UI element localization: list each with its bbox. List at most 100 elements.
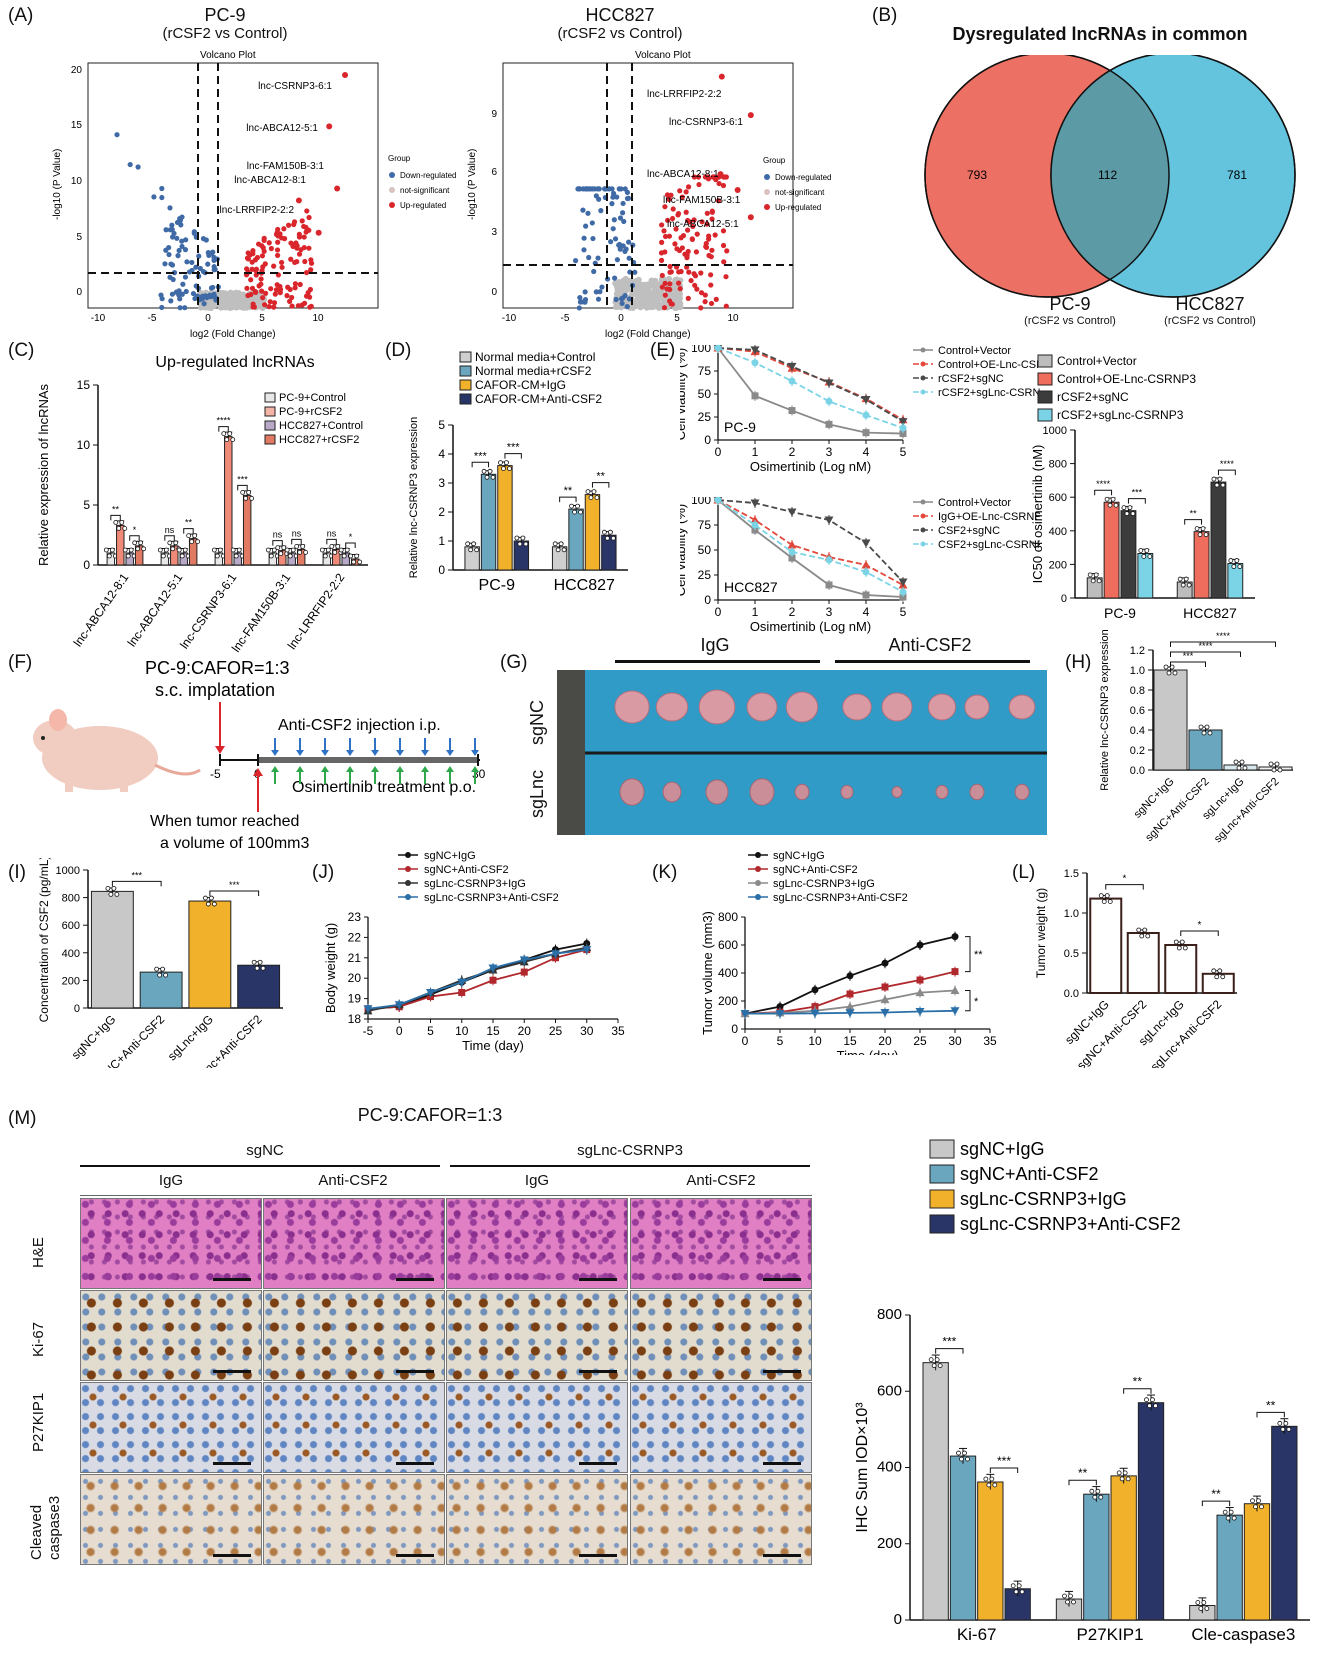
data-point — [348, 553, 354, 559]
volcano-point — [127, 161, 133, 168]
vl-ytick-1: 5 — [76, 232, 82, 243]
y-tick-label: 600 — [877, 1382, 902, 1399]
volcano-point — [709, 216, 715, 222]
data-point — [108, 891, 114, 897]
data-point — [846, 990, 854, 998]
bar — [1210, 481, 1227, 599]
micrograph — [446, 1474, 628, 1565]
bar — [1126, 932, 1160, 994]
volcano-point — [169, 222, 175, 228]
data-point — [1280, 1426, 1286, 1432]
volcano-point — [582, 296, 589, 303]
data-point — [1231, 1515, 1237, 1521]
significance-label: ns — [327, 528, 337, 538]
data-point — [950, 1007, 960, 1016]
volcano-point — [626, 239, 632, 245]
volcano-point — [182, 305, 188, 311]
volcano-point — [586, 254, 592, 261]
x-tick-label: 10 — [808, 1034, 822, 1048]
micrograph — [630, 1474, 812, 1565]
volcano-point — [263, 290, 269, 296]
data-point — [1139, 933, 1145, 939]
data-point — [751, 359, 759, 367]
data-point — [950, 986, 960, 994]
volcano-point — [114, 132, 120, 138]
legend-label: sgNC+IgG — [960, 1139, 1045, 1159]
volcano-point — [197, 265, 203, 272]
scale-bar — [213, 1370, 251, 1373]
volcano-point — [182, 274, 189, 280]
volcano-point — [691, 174, 697, 180]
data-point — [1107, 502, 1113, 508]
m-col-0: IgG — [158, 1172, 184, 1189]
x-tick-label: 1 — [752, 605, 759, 619]
vr-legend-ns: not-significant — [775, 188, 825, 197]
legend-label: CAFOR-CM+Anti-CSF2 — [475, 392, 602, 406]
legend-label: Control+Vector — [938, 345, 1011, 357]
injection-arrow — [396, 750, 404, 756]
volcano-point — [639, 302, 646, 309]
data-point — [163, 547, 169, 553]
volcano-point — [584, 186, 590, 192]
data-point — [186, 533, 192, 539]
volcano-point — [619, 300, 625, 307]
data-point — [303, 549, 309, 555]
vr-label-4: lnc-ABCA12-5:1 — [667, 219, 739, 230]
volcano-point — [721, 259, 727, 265]
volcano-point — [183, 288, 189, 295]
volcano-point — [581, 235, 587, 241]
significance-bracket — [326, 538, 337, 545]
data-point — [230, 437, 236, 442]
tumor — [1008, 694, 1036, 720]
data-point — [1197, 532, 1203, 538]
data-point — [233, 553, 239, 559]
bar — [568, 508, 584, 571]
volcano-left: Volcano Plot -10 -5 0 5 10 0 5 10 15 20 … — [52, 50, 456, 340]
y-tick-label: 100 — [691, 497, 711, 507]
y-axis-label: IHC Sum IOD×10³ — [854, 1402, 871, 1533]
category-label: lnc-FAM150B-3:1 — [229, 570, 294, 654]
x-tick-label: 15 — [843, 1034, 857, 1048]
panel-label-l: (L) — [1012, 862, 1036, 883]
volcano-point — [609, 201, 615, 207]
volcano-point — [659, 272, 665, 279]
data-point — [824, 516, 834, 525]
data-point — [268, 553, 274, 559]
data-point — [157, 972, 163, 978]
category-label: lnc-ABCA12-5:1 — [125, 570, 186, 649]
data-point — [1201, 1600, 1207, 1605]
volcano-point — [245, 250, 251, 256]
volcano-point — [168, 298, 174, 304]
volcano-point — [186, 269, 193, 275]
significance-label: ns — [273, 530, 283, 540]
significance-bracket — [129, 535, 140, 541]
volcano-point — [693, 249, 699, 255]
data-point — [514, 535, 520, 541]
data-point — [251, 959, 257, 965]
y-tick-label: 75 — [698, 518, 712, 532]
treatment-arrow — [446, 766, 454, 772]
category-label: lnc-LRRFIP2-2:2 — [285, 570, 348, 651]
bar — [1164, 944, 1198, 994]
legend-swatch — [264, 420, 276, 431]
tumor-photo — [557, 670, 1047, 835]
volcano-point — [259, 253, 266, 259]
data-point — [1283, 1420, 1289, 1426]
data-point — [776, 1003, 784, 1011]
data-point — [471, 541, 477, 547]
volcano-point — [643, 302, 650, 309]
significance-label: * — [1123, 874, 1127, 885]
data-point — [1239, 759, 1245, 765]
vr-ytick-2: 6 — [491, 167, 497, 178]
significance-bracket — [504, 453, 522, 459]
significance-label: *** — [507, 442, 521, 454]
data-point — [1271, 767, 1277, 773]
volcano-point — [166, 244, 172, 251]
data-point — [1147, 554, 1153, 559]
significance-bracket — [1068, 1479, 1097, 1486]
data-point — [230, 547, 236, 553]
data-point — [1090, 578, 1096, 584]
data-point — [916, 941, 924, 949]
significance-label: *** — [1132, 488, 1143, 498]
volcano-point — [708, 272, 714, 278]
